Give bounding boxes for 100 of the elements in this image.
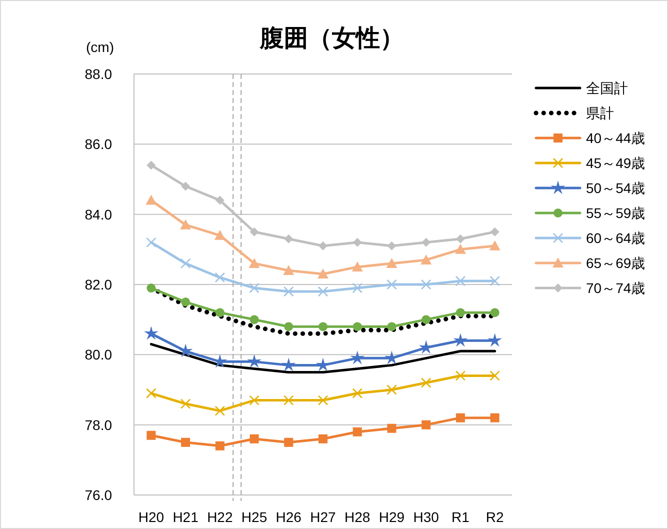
point	[181, 438, 190, 447]
x-tick-label: H20	[138, 509, 164, 525]
point	[420, 254, 432, 264]
y-tick-label: 86.0	[84, 136, 112, 152]
point	[284, 438, 294, 447]
point	[352, 282, 363, 294]
point	[284, 234, 294, 244]
y-tick-label: 80.0	[84, 346, 112, 363]
point	[146, 237, 156, 248]
x-tick-label: H21	[172, 509, 199, 525]
point	[215, 196, 224, 205]
point	[282, 358, 295, 370]
legend-label: 40～44歳	[586, 130, 646, 146]
legend-label: 45～49歳	[586, 155, 646, 171]
point	[420, 378, 432, 388]
point	[387, 241, 396, 250]
point	[454, 334, 467, 346]
point	[386, 258, 398, 268]
point	[488, 334, 501, 346]
point	[490, 370, 500, 381]
point	[352, 322, 362, 332]
point	[214, 272, 226, 283]
point	[215, 441, 224, 450]
legend-label: 65～69歳	[586, 255, 646, 271]
chart-title: 腹囲（女性）	[259, 25, 404, 52]
point	[180, 398, 191, 409]
point	[316, 358, 330, 370]
point	[351, 352, 364, 364]
point	[214, 406, 226, 416]
y-tick-label: 78.0	[84, 416, 112, 433]
point	[387, 322, 396, 332]
point	[250, 434, 259, 444]
point	[146, 160, 156, 170]
point	[387, 424, 396, 433]
point	[422, 420, 431, 430]
x-tick-label: H22	[207, 509, 233, 525]
point	[318, 268, 328, 278]
point	[318, 241, 328, 250]
point	[214, 230, 226, 240]
point	[249, 395, 260, 406]
point	[181, 298, 190, 307]
point	[352, 388, 363, 398]
point	[284, 322, 294, 332]
point	[145, 327, 158, 339]
point	[490, 413, 500, 422]
point	[420, 341, 432, 353]
point	[490, 308, 500, 318]
point	[490, 227, 500, 236]
point	[318, 395, 328, 406]
point	[249, 282, 260, 294]
y-tick-label: 88.0	[84, 66, 112, 82]
point	[386, 279, 397, 290]
x-tick-label: H27	[310, 509, 336, 525]
point	[283, 286, 294, 297]
point	[386, 384, 397, 395]
point	[179, 344, 192, 356]
point	[454, 244, 466, 254]
point	[180, 258, 191, 269]
point	[215, 308, 224, 318]
point	[455, 370, 466, 381]
x-tick-label: H26	[276, 509, 302, 525]
point	[422, 238, 431, 247]
y-axis-title: (cm)	[86, 39, 114, 55]
point	[352, 238, 362, 247]
point	[318, 434, 328, 444]
legend-label: 50～54歳	[586, 180, 646, 196]
legend-label: 60～64歳	[586, 230, 646, 246]
point	[422, 315, 431, 324]
point	[386, 352, 398, 364]
legend-label: 全国計	[586, 80, 628, 96]
point	[248, 355, 260, 367]
point	[250, 227, 259, 236]
y-tick-label: 82.0	[84, 276, 112, 292]
x-tick-label: H25	[241, 509, 268, 525]
point	[283, 395, 294, 406]
x-tick-label: H28	[344, 509, 370, 525]
y-tick-label: 76.0	[84, 487, 112, 503]
point	[283, 264, 294, 275]
x-tick-label: H30	[413, 509, 440, 525]
point	[146, 430, 156, 440]
point	[146, 388, 156, 398]
point	[490, 276, 500, 286]
legend-label: 県計	[586, 105, 614, 121]
point	[352, 427, 362, 436]
legend-label: 55～59歳	[586, 205, 646, 221]
point	[248, 258, 260, 268]
point	[318, 322, 328, 332]
point	[146, 194, 157, 205]
point	[250, 315, 259, 324]
point	[455, 276, 466, 286]
point	[420, 279, 432, 290]
point	[456, 413, 465, 422]
y-tick-label: 84.0	[84, 206, 112, 222]
point	[181, 182, 190, 191]
point	[352, 261, 363, 272]
x-tick-label: R2	[486, 509, 504, 525]
point	[180, 219, 192, 230]
point	[489, 240, 500, 250]
line-series	[150, 342, 496, 374]
point	[456, 308, 465, 318]
